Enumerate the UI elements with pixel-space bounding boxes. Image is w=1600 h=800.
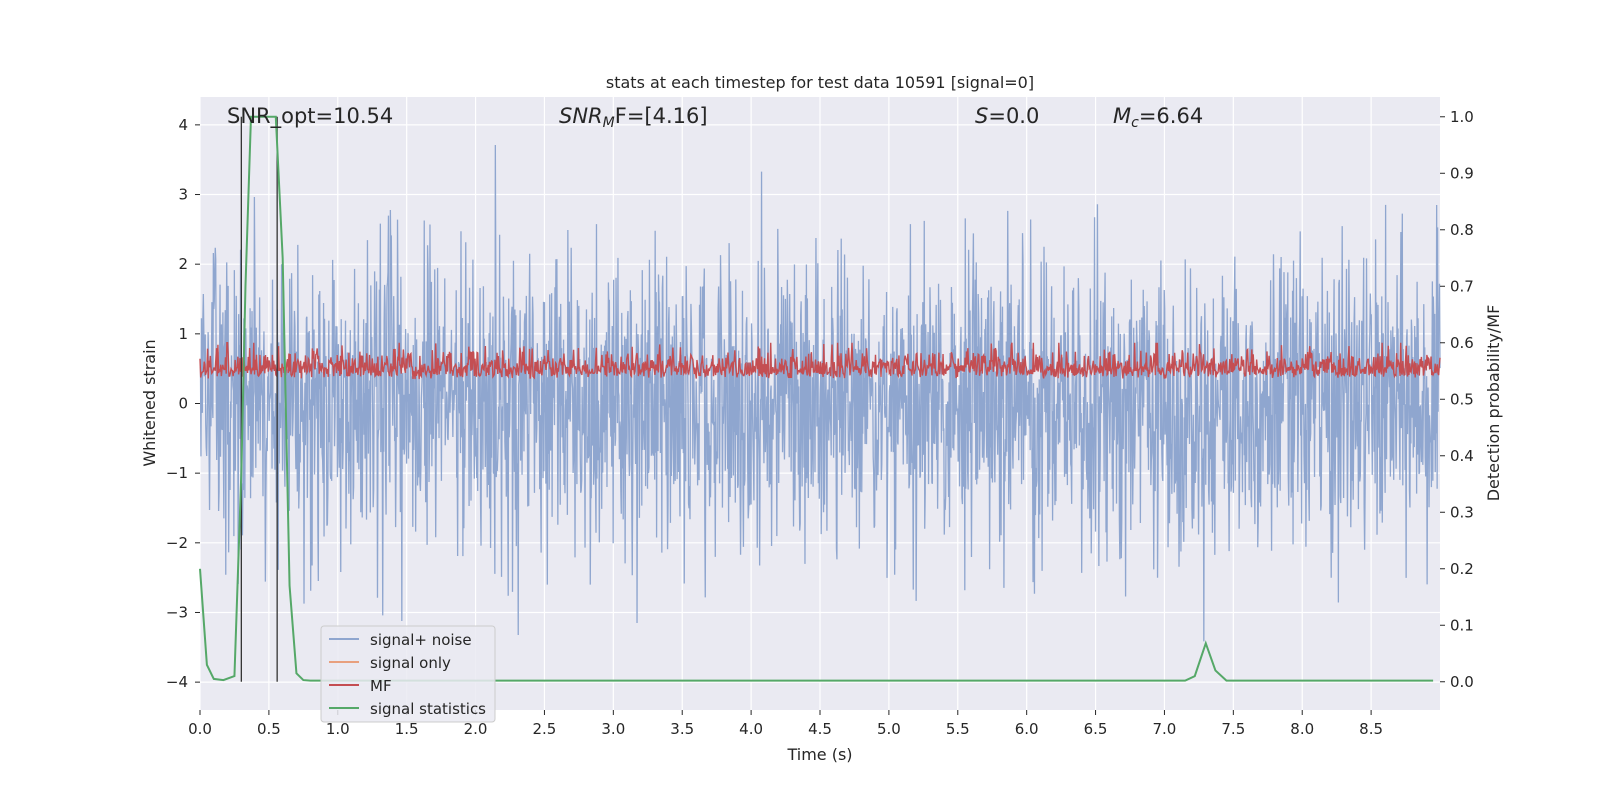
y2-tick-label: 0.0 bbox=[1450, 673, 1474, 691]
legend-box bbox=[320, 625, 496, 723]
annotation-s: S=0.0 bbox=[975, 104, 1039, 128]
legend-label-signal-statistics: signal statistics bbox=[370, 700, 486, 718]
y2-tick-label: 0.4 bbox=[1450, 447, 1474, 465]
x-tick-label: 7.5 bbox=[1221, 720, 1245, 738]
annotation-snr-mf: SNRMF=[4.16] bbox=[559, 104, 708, 131]
x-tick-label: 4.0 bbox=[739, 720, 763, 738]
y2-tick-label: 0.2 bbox=[1450, 560, 1474, 578]
y-ticks: 4 3 2 1 0 −1 −2 −3 −4 bbox=[166, 116, 200, 691]
x-tick-label: 2.5 bbox=[533, 720, 557, 738]
y-tick-label: 3 bbox=[178, 186, 188, 204]
x-tick-label: 0.0 bbox=[188, 720, 212, 738]
y2-axis-label: Detection probability/MF bbox=[1484, 305, 1503, 502]
signal-noise-line bbox=[199, 145, 1441, 642]
chart-title: stats at each timestep for test data 105… bbox=[606, 73, 1034, 92]
mf-line bbox=[199, 342, 1441, 380]
y2-ticks: 1.0 0.9 0.8 0.7 0.6 0.5 0.4 0.3 0.2 0.1 0.0 bbox=[1440, 108, 1474, 691]
s-value: =0.0 bbox=[988, 104, 1039, 128]
x-ticks: 0.0 0.5 1.0 1.5 2.0 2.5 3.0 3.5 4.0 4.5 5.0 5.5 6.0 6… bbox=[188, 710, 1383, 738]
y2-tick-label: 0.9 bbox=[1450, 164, 1474, 182]
x-tick-label: 3.0 bbox=[601, 720, 625, 738]
legend-label-mf: MF bbox=[370, 677, 392, 695]
y2-tick-label: 0.3 bbox=[1450, 503, 1474, 521]
y2-tick-label: 0.7 bbox=[1450, 277, 1474, 295]
y2-tick-label: 1.0 bbox=[1450, 108, 1474, 126]
vertical-markers bbox=[240, 116, 278, 682]
y-tick-label: −1 bbox=[166, 464, 188, 482]
legend-label-signal-noise: signal+ noise bbox=[370, 631, 472, 649]
x-tick-label: 0.5 bbox=[257, 720, 281, 738]
annotation-snr-opt: SNR_opt=10.54 bbox=[227, 104, 393, 129]
y-tick-label: −2 bbox=[166, 534, 188, 552]
y-tick-label: 0 bbox=[178, 395, 188, 413]
legend: signal+ noise signal only MF signal stat… bbox=[320, 625, 496, 723]
y2-tick-label: 0.8 bbox=[1450, 221, 1474, 239]
x-tick-label: 1.0 bbox=[326, 720, 350, 738]
y-tick-label: −3 bbox=[166, 603, 188, 621]
snr-mf-value: F=[4.16] bbox=[615, 104, 708, 128]
series-signal-noise bbox=[199, 145, 1441, 642]
series-signal-statistics bbox=[199, 115, 1434, 682]
legend-label-signal-only: signal only bbox=[370, 654, 451, 672]
x-tick-label: 7.0 bbox=[1153, 720, 1177, 738]
y2-tick-label: 0.5 bbox=[1450, 390, 1474, 408]
series-mf bbox=[199, 342, 1441, 380]
x-tick-label: 5.0 bbox=[877, 720, 901, 738]
x-tick-label: 4.5 bbox=[808, 720, 832, 738]
x-tick-label: 6.0 bbox=[1015, 720, 1039, 738]
signal-statistics-line bbox=[199, 115, 1434, 682]
x-tick-label: 8.5 bbox=[1359, 720, 1383, 738]
s-symbol: S bbox=[975, 104, 988, 128]
mc-value: =6.64 bbox=[1139, 104, 1203, 128]
x-tick-label: 6.5 bbox=[1084, 720, 1108, 738]
mc-symbol: M bbox=[1113, 104, 1131, 128]
annotation-mc: Mc=6.64 bbox=[1113, 104, 1203, 131]
y-tick-label: 1 bbox=[178, 325, 188, 343]
y-tick-label: 4 bbox=[178, 116, 188, 134]
y2-tick-label: 0.1 bbox=[1450, 616, 1474, 634]
y-tick-label: 2 bbox=[178, 255, 188, 273]
y2-tick-label: 0.6 bbox=[1450, 334, 1474, 352]
x-axis-label: Time (s) bbox=[786, 745, 852, 764]
snr-mf-subscript: M bbox=[603, 115, 615, 131]
y-tick-label: −4 bbox=[166, 673, 188, 691]
x-tick-label: 8.0 bbox=[1290, 720, 1314, 738]
x-tick-label: 2.0 bbox=[464, 720, 488, 738]
x-tick-label: 3.5 bbox=[670, 720, 694, 738]
x-tick-label: 5.5 bbox=[946, 720, 970, 738]
snr-mf-symbol: SNR bbox=[559, 104, 603, 128]
y-axis-label: Whitened strain bbox=[140, 339, 159, 466]
mc-subscript: c bbox=[1131, 115, 1139, 131]
x-tick-label: 1.5 bbox=[395, 720, 419, 738]
